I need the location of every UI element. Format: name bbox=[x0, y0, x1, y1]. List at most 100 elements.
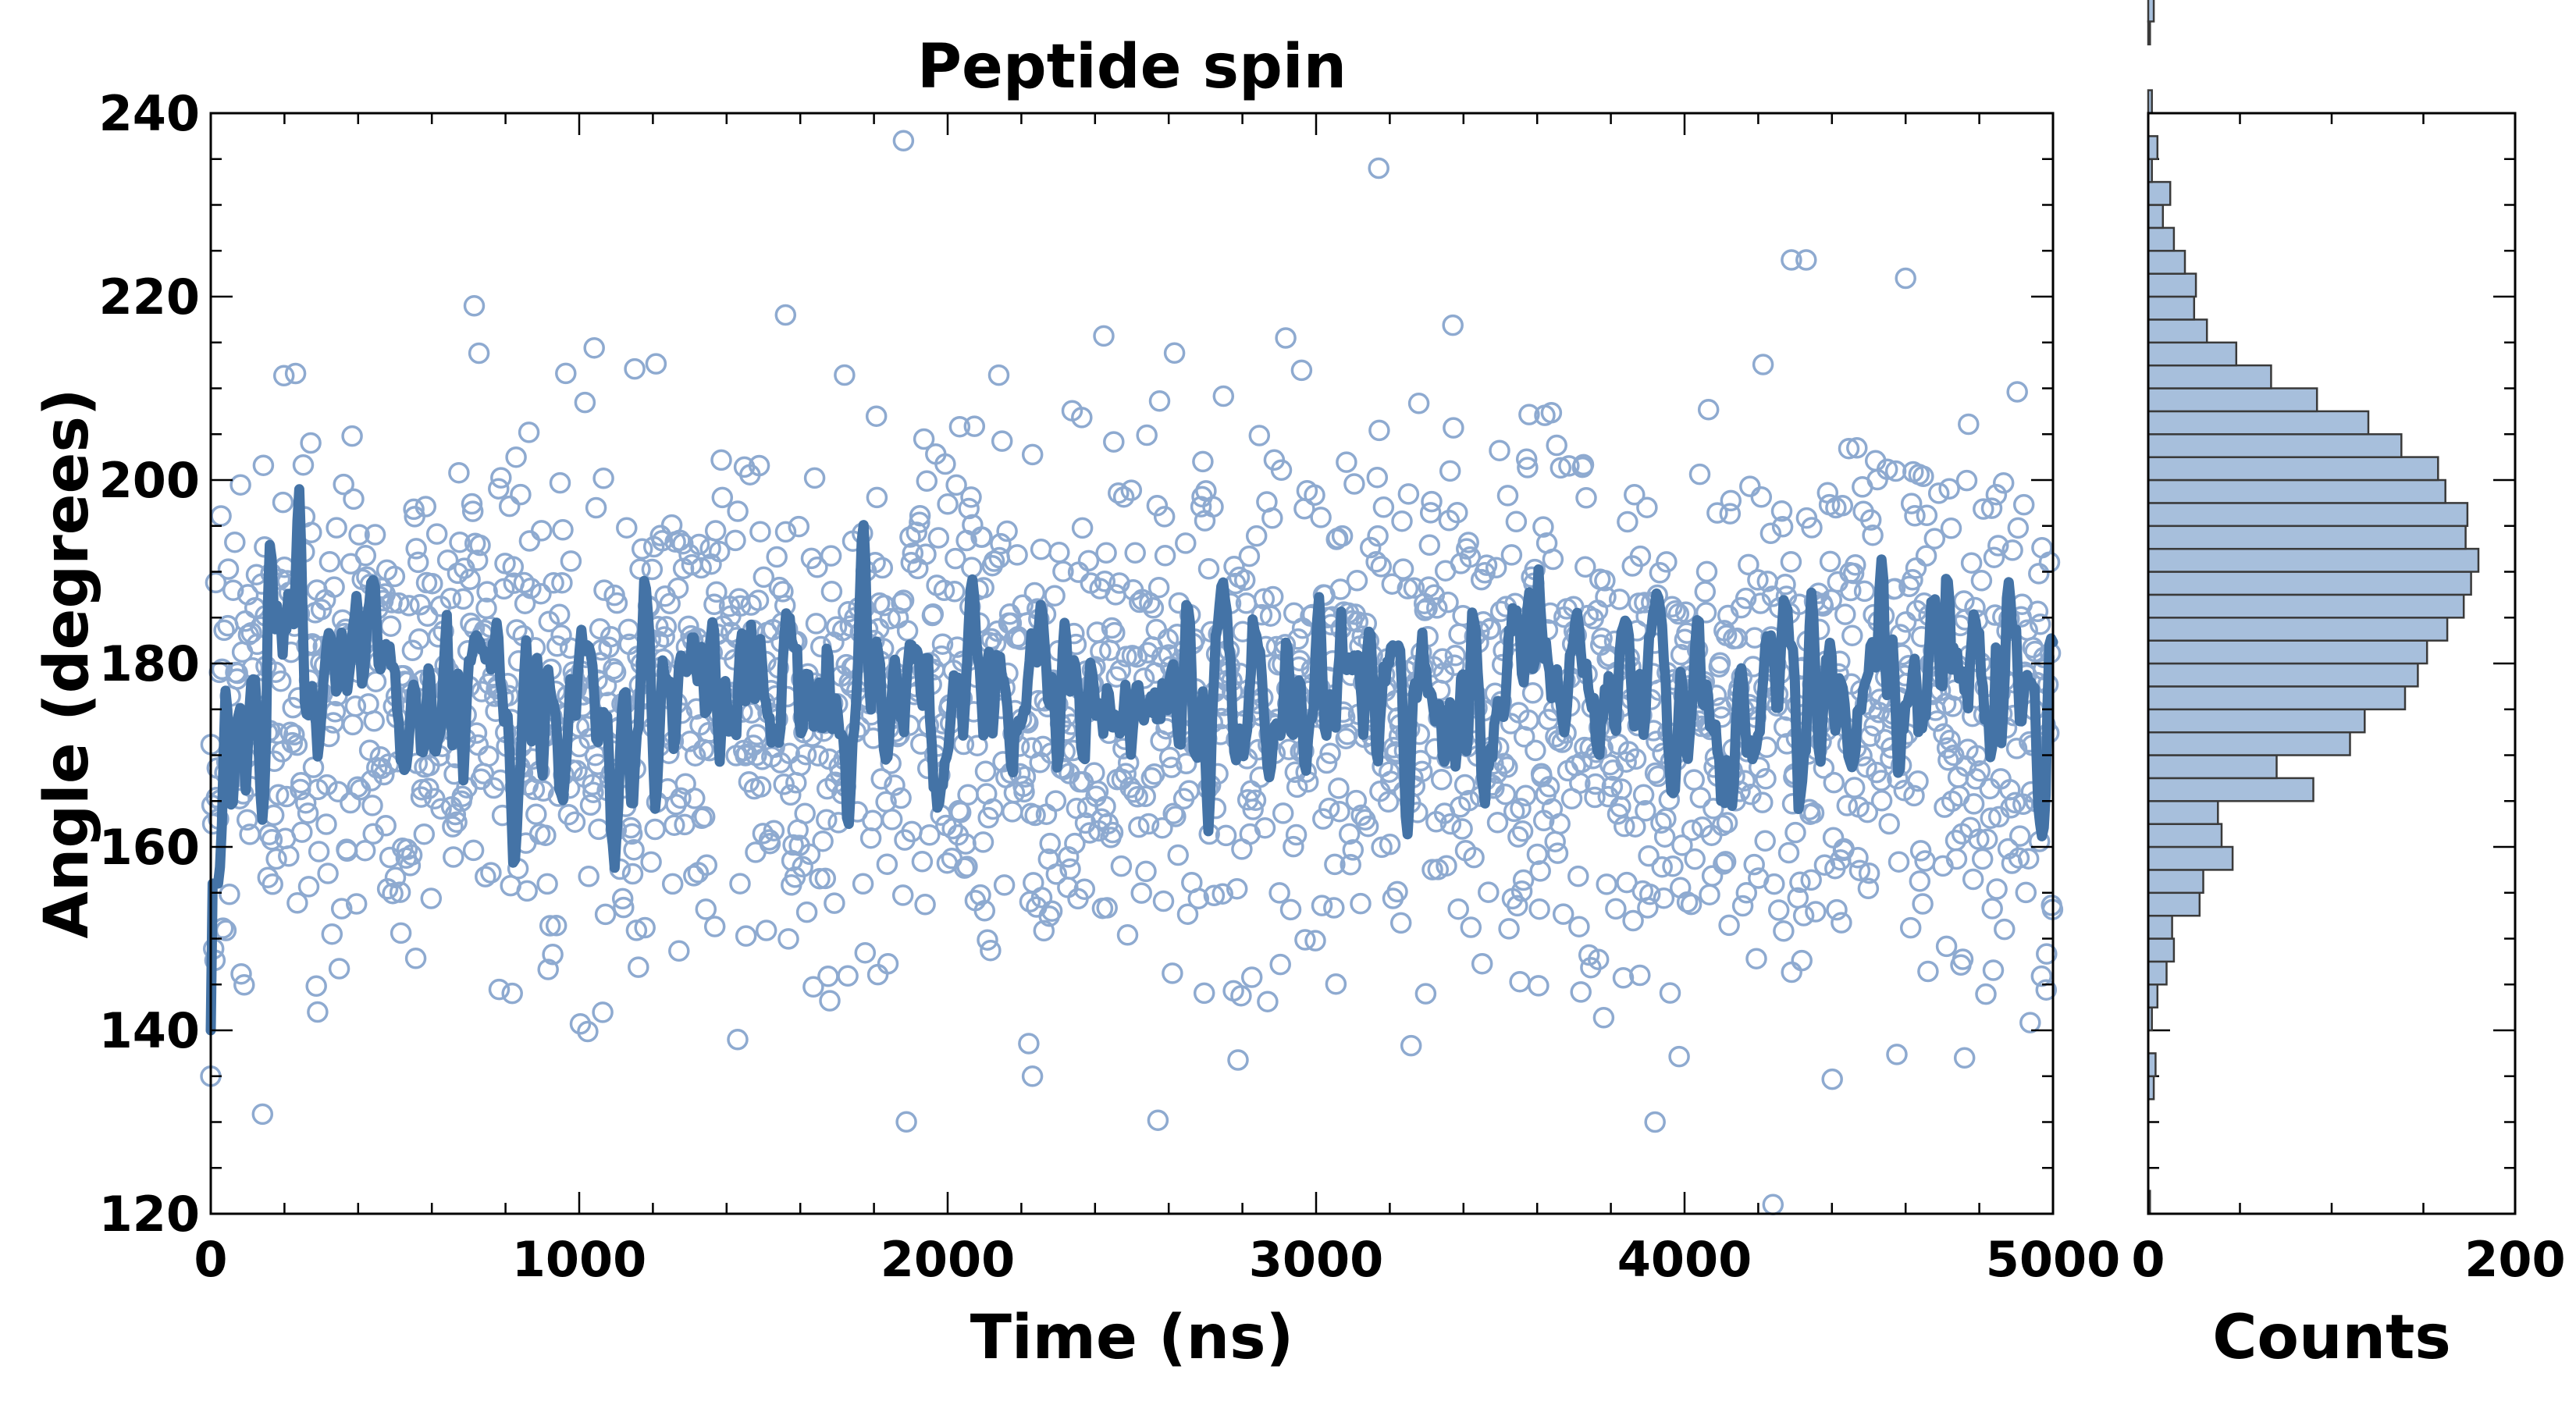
scatter-point bbox=[1233, 569, 1256, 592]
scatter-point bbox=[919, 824, 941, 846]
scatter-point bbox=[1969, 759, 1991, 782]
scatter-point bbox=[1845, 554, 1866, 576]
scatter-point bbox=[909, 511, 930, 534]
scatter-point bbox=[1907, 770, 1929, 792]
scatter-point bbox=[1862, 524, 1884, 546]
scatter-point bbox=[442, 816, 464, 838]
scatter-point bbox=[820, 545, 842, 567]
histogram-bar bbox=[2147, 502, 2469, 528]
scatter-point bbox=[1546, 434, 1567, 457]
scatter-point bbox=[1532, 516, 1554, 538]
scatter-point bbox=[1644, 762, 1667, 784]
scatter-point bbox=[1212, 385, 1235, 407]
scatter-point bbox=[1238, 545, 1261, 567]
scatter-point bbox=[945, 547, 966, 570]
scatter-point bbox=[1094, 571, 1116, 592]
scatter-point bbox=[684, 788, 706, 809]
scatter-point bbox=[1242, 799, 1264, 820]
scatter-point bbox=[327, 781, 349, 802]
scatter-point bbox=[625, 919, 648, 941]
histogram-bar bbox=[2147, 869, 2204, 895]
scatter-point bbox=[708, 540, 731, 563]
scatter-point bbox=[1718, 914, 1740, 937]
scatter-point-outlier bbox=[1781, 249, 1802, 271]
scatter-point bbox=[604, 661, 627, 684]
scatter-point bbox=[1319, 742, 1341, 764]
scatter-point bbox=[824, 892, 845, 914]
scatter-point-outlier bbox=[727, 1029, 749, 1051]
scatter-point bbox=[361, 795, 383, 816]
scatter-point bbox=[1151, 816, 1173, 839]
scatter-point bbox=[1800, 869, 1822, 891]
scatter-point bbox=[2004, 791, 2026, 814]
scatter-point bbox=[292, 454, 315, 476]
scatter-point bbox=[1624, 816, 1646, 838]
scatter-point bbox=[1594, 570, 1616, 592]
scatter-point bbox=[1695, 602, 1717, 624]
histogram-bar bbox=[2147, 318, 2208, 344]
scatter-point bbox=[2006, 381, 2028, 403]
scatter-point bbox=[1294, 929, 1316, 951]
scatter-point bbox=[1617, 741, 1640, 763]
scatter-point bbox=[1147, 1109, 1169, 1131]
scatter-point bbox=[1033, 919, 1055, 942]
scatter-point bbox=[1223, 556, 1245, 578]
scatter-point bbox=[1886, 1044, 1908, 1065]
scatter-point bbox=[1057, 846, 1080, 868]
scatter-point-outlier bbox=[1795, 249, 1817, 271]
scatter-point bbox=[1489, 439, 1510, 461]
scatter-point bbox=[1528, 975, 1550, 997]
scatter-point bbox=[1350, 804, 1372, 827]
y-tick-label: 140 bbox=[99, 1002, 200, 1059]
scatter-point bbox=[272, 365, 295, 387]
scatter-point bbox=[1976, 828, 1998, 851]
scatter-point bbox=[729, 873, 751, 895]
scatter-point bbox=[461, 493, 483, 515]
main-tick-labels: 0 1000 2000 3000 4000 5000 120 140 160 180 200 220 2… bbox=[99, 85, 2121, 1288]
scatter-point bbox=[364, 524, 386, 546]
scatter-point bbox=[413, 823, 436, 845]
scatter-point bbox=[1846, 437, 1868, 459]
scatter-point bbox=[1397, 483, 1420, 505]
scatter-point bbox=[1359, 536, 1382, 559]
scatter-point bbox=[1649, 562, 1671, 584]
scatter-point bbox=[1656, 551, 1678, 573]
scatter-point bbox=[310, 599, 333, 621]
scatter-point bbox=[1568, 916, 1590, 937]
scatter-point bbox=[1126, 786, 1148, 808]
scatter-point bbox=[1329, 578, 1351, 600]
scatter-point bbox=[1304, 484, 1325, 507]
scatter-point bbox=[664, 814, 685, 836]
scatter-point bbox=[373, 763, 395, 786]
scatter-point bbox=[1041, 900, 1063, 922]
histogram-bar bbox=[2147, 410, 2370, 436]
scatter-point bbox=[1389, 912, 1412, 934]
scatter-point bbox=[1909, 840, 1932, 862]
scatter-point bbox=[532, 780, 554, 802]
scatter-point bbox=[1377, 791, 1400, 813]
scatter-point bbox=[537, 959, 559, 980]
scatter-point bbox=[794, 802, 816, 824]
scatter-point bbox=[1014, 766, 1037, 788]
scatter-point bbox=[480, 862, 502, 884]
scatter-point bbox=[820, 581, 843, 603]
scatter-point bbox=[1443, 417, 1464, 439]
scatter-point bbox=[1167, 844, 1189, 866]
scatter-point bbox=[960, 486, 982, 508]
scatter-point bbox=[778, 742, 800, 765]
scatter-point bbox=[1414, 983, 1437, 1005]
scatter-point bbox=[789, 754, 811, 777]
scatter-point bbox=[1139, 592, 1161, 614]
scatter-point bbox=[490, 467, 512, 489]
scatter-point bbox=[668, 940, 690, 962]
scatter-point bbox=[286, 892, 308, 914]
scatter-point bbox=[1567, 865, 1589, 887]
scatter-point bbox=[341, 425, 363, 447]
scatter-point bbox=[420, 887, 443, 909]
scatter-point bbox=[809, 867, 831, 890]
scatter-point bbox=[469, 534, 491, 557]
scatter-point-outlier bbox=[774, 304, 797, 326]
scatter-point bbox=[1059, 858, 1081, 880]
scatter-point bbox=[1130, 882, 1152, 904]
scatter-point bbox=[693, 806, 716, 828]
